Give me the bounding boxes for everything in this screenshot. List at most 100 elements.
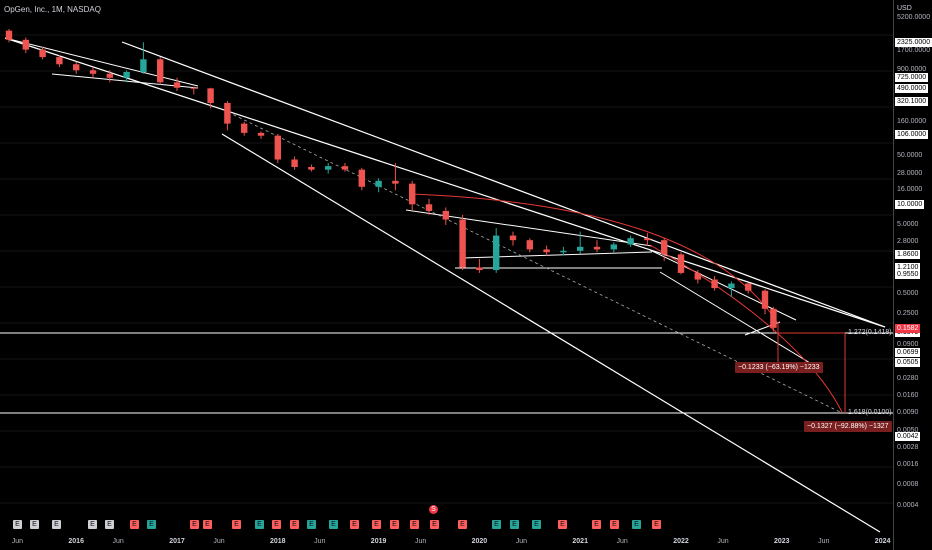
price-level-badge[interactable]: 1.8600 — [895, 250, 921, 260]
candle-body — [577, 246, 584, 251]
price-tick-label: 160.0000 — [897, 117, 927, 125]
earnings-event-icon[interactable]: E — [632, 520, 641, 529]
price-level-badge[interactable]: 10.0000 — [895, 200, 925, 210]
price-tick-label: 0.5000 — [897, 289, 919, 297]
time-tick-label: 2021 — [572, 538, 588, 545]
price-tick-label: 0.0090 — [897, 409, 919, 417]
channel-mid-line[interactable] — [121, 41, 886, 328]
earnings-event-icon[interactable]: E — [430, 520, 439, 529]
earnings-event-icon[interactable]: E — [390, 520, 399, 529]
earnings-event-icon[interactable]: E — [592, 520, 601, 529]
candle-body — [677, 254, 685, 273]
earnings-event-icon[interactable]: E — [610, 520, 619, 529]
earnings-event-icon[interactable]: E — [458, 520, 467, 529]
time-tick-label: 2017 — [169, 538, 185, 545]
candle-body — [123, 71, 130, 78]
candle-body — [106, 73, 113, 78]
candle-body — [207, 88, 214, 103]
candle-body — [761, 290, 769, 309]
time-tick-label: Jun — [616, 538, 628, 545]
price-level-badge[interactable]: 490.0000 — [895, 84, 929, 94]
price-level-badge[interactable]: 0.9550 — [895, 270, 921, 280]
earnings-event-icon[interactable]: E — [105, 520, 114, 529]
trend-drawings[interactable] — [0, 37, 893, 533]
split-event-icon[interactable]: S — [429, 505, 438, 514]
price-level-badge[interactable]: 2325.0000 — [895, 37, 932, 47]
earnings-event-icon[interactable]: E — [203, 520, 212, 529]
candle-body — [392, 180, 399, 184]
candle-body — [73, 64, 80, 71]
earnings-event-icon[interactable]: E — [290, 520, 299, 529]
current-price-badge: 0.1582 — [895, 323, 921, 333]
candle-body — [526, 240, 533, 250]
earnings-event-icon[interactable]: E — [307, 520, 316, 529]
candles — [5, 28, 777, 332]
candle-body — [711, 279, 718, 289]
price-level-badge[interactable]: 725.0000 — [895, 72, 929, 82]
candle-body — [442, 210, 449, 220]
earnings-event-icon[interactable]: E — [130, 520, 139, 529]
price-axis[interactable] — [893, 0, 932, 550]
channel-upper-line[interactable] — [4, 37, 886, 328]
earnings-event-icon[interactable]: E — [147, 520, 156, 529]
earnings-event-icon[interactable]: E — [52, 520, 61, 529]
earnings-event-icon[interactable]: E — [13, 520, 22, 529]
time-tick-label: Jun — [314, 538, 326, 545]
fib-label-1272: 1.272(0.1418) — [848, 329, 892, 336]
candle-body — [770, 308, 777, 328]
earnings-event-icon[interactable]: E — [558, 520, 567, 529]
measure-label-1[interactable]: −0.1233 (−63.19%) −1233 — [735, 362, 823, 373]
red-arc-curve[interactable] — [409, 193, 778, 323]
price-tick-label: 0.0050 — [897, 426, 919, 434]
time-tick-label: 2022 — [673, 538, 689, 545]
candle-body — [661, 240, 668, 255]
price-tick-label: 900.0000 — [897, 66, 927, 74]
price-tick-label: 0.0160 — [897, 392, 919, 400]
price-level-badge[interactable]: 1.2100 — [895, 263, 921, 273]
earnings-event-icon[interactable]: E — [350, 520, 359, 529]
candle-body — [257, 132, 265, 136]
chart-title: OpGen, Inc., 1M, NASDAQ — [4, 5, 101, 14]
earnings-event-icon[interactable]: E — [88, 520, 97, 529]
price-tick-label: 28.0000 — [897, 169, 923, 177]
price-level-badge[interactable]: 106.0000 — [895, 129, 929, 139]
price-level-badge[interactable]: 0.0505 — [895, 357, 921, 367]
earnings-event-icon[interactable]: E — [492, 520, 501, 529]
earnings-event-icon[interactable]: E — [30, 520, 39, 529]
price-level-badge[interactable]: 0.0699 — [895, 348, 921, 358]
earnings-event-icon[interactable]: E — [190, 520, 199, 529]
earnings-event-icon[interactable]: E — [272, 520, 281, 529]
candle-body — [358, 169, 365, 187]
candle-body — [274, 135, 281, 160]
price-level-badge[interactable]: 320.1000 — [895, 97, 929, 107]
candle-body — [425, 204, 433, 211]
candle-body — [627, 238, 634, 245]
candle-body — [644, 238, 651, 241]
earnings-event-icon[interactable]: E — [255, 520, 264, 529]
wedge-upper-line[interactable] — [4, 37, 199, 87]
earnings-event-icon[interactable]: E — [510, 520, 519, 529]
earnings-event-icon[interactable]: E — [372, 520, 381, 529]
candle-body — [459, 219, 466, 268]
wedge-lower-line[interactable] — [51, 73, 199, 89]
triangle-lower-line[interactable] — [461, 251, 653, 259]
candle-body — [22, 39, 29, 50]
candle-body — [375, 180, 382, 187]
price-tick-label: 50.0000 — [897, 152, 923, 160]
candle-body — [291, 159, 298, 167]
earnings-event-icon[interactable]: E — [410, 520, 419, 529]
late-lower-line[interactable] — [659, 271, 816, 367]
late-upper-line[interactable] — [649, 249, 797, 321]
measure-label-2[interactable]: −0.1327 (−92.88%) −1327 — [804, 421, 892, 432]
candle-body — [39, 49, 46, 58]
time-tick-label: Jun — [717, 538, 729, 545]
earnings-event-icon[interactable]: E — [232, 520, 241, 529]
candle-body — [728, 283, 735, 289]
earnings-event-icon[interactable]: E — [652, 520, 661, 529]
time-tick-label: Jun — [414, 538, 427, 545]
earnings-event-icon[interactable]: E — [329, 520, 338, 529]
price-tick-label: 0.0016 — [897, 460, 919, 468]
earnings-event-icon[interactable]: E — [532, 520, 541, 529]
price-level-badge[interactable]: 0.0042 — [895, 431, 921, 441]
